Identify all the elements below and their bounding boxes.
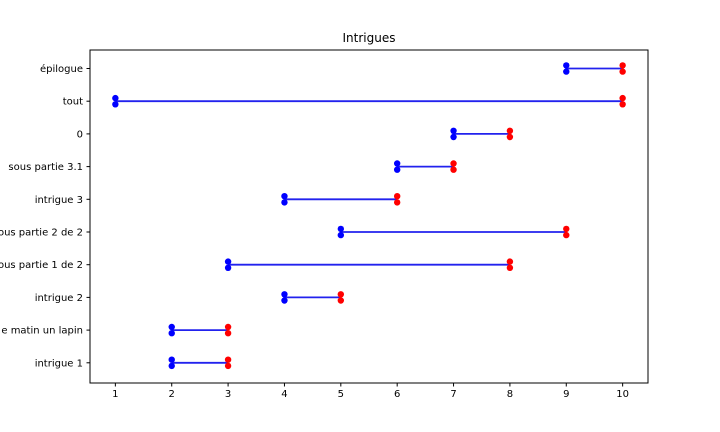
x-tick-label: 6 (394, 389, 400, 400)
end-marker-dot (393, 193, 401, 200)
x-tick-label: 8 (507, 389, 513, 400)
end-marker-dot (563, 225, 570, 233)
end-marker-dot (224, 323, 232, 331)
end-marker-dot (506, 133, 514, 141)
end-marker-dot (393, 199, 401, 206)
x-tick-label: 2 (169, 389, 175, 400)
start-marker-dot (168, 356, 175, 363)
end-marker-dot (337, 291, 345, 298)
start-marker-dot (112, 94, 119, 102)
axes-frame (89, 49, 649, 384)
end-marker-dot (224, 362, 232, 370)
end-marker-dot (563, 231, 570, 239)
end-marker-dot (450, 160, 457, 167)
end-marker-dot (619, 62, 626, 69)
start-marker-dot (224, 258, 232, 265)
x-tick-label: 3 (225, 389, 231, 400)
end-marker-dot (224, 356, 232, 363)
y-tick-label: tout (63, 97, 83, 108)
start-marker-dot (168, 323, 175, 331)
end-marker-dot (506, 264, 514, 271)
end-marker-dot (506, 258, 514, 265)
start-marker-dot (281, 193, 288, 200)
start-marker-dot (281, 291, 288, 298)
start-marker-dot (450, 133, 457, 141)
y-tick-label: intrigue 2 (35, 293, 83, 304)
x-tick-label: 10 (616, 389, 629, 400)
start-marker-dot (563, 62, 570, 69)
y-tick-label: e matin un lapin (1, 326, 83, 337)
x-tick-label: 9 (563, 389, 569, 400)
start-marker-dot (563, 68, 570, 75)
start-marker-dot (337, 225, 345, 233)
start-marker-dot (337, 231, 345, 239)
y-tick-label: intrigue 1 (35, 358, 83, 369)
start-marker-dot (281, 297, 288, 304)
start-marker-dot (450, 127, 457, 134)
start-marker-dot (393, 166, 401, 173)
start-marker-dot (168, 362, 175, 370)
y-tick-label: sous partie 3.1 (8, 162, 83, 173)
x-tick-label: 5 (338, 389, 344, 400)
end-marker-dot (337, 297, 345, 304)
end-marker-dot (450, 166, 457, 173)
end-marker-dot (619, 68, 626, 75)
y-tick-label: intrigue 3 (35, 195, 83, 206)
y-tick-label: 0 (77, 129, 83, 140)
chart-title: Intrigues (342, 31, 396, 45)
y-tick-label: ous partie 1 de 2 (0, 260, 83, 271)
start-marker-dot (393, 160, 401, 167)
start-marker-dot (224, 264, 232, 271)
x-tick-label: 4 (281, 389, 287, 400)
start-marker-dot (168, 330, 175, 337)
start-marker-dot (112, 101, 119, 108)
end-marker-dot (619, 101, 626, 108)
x-tick-label: 7 (450, 389, 456, 400)
y-tick-label: ous partie 2 de 2 (0, 228, 83, 239)
start-marker-dot (281, 199, 288, 206)
end-marker-dot (224, 330, 232, 337)
end-marker-dot (506, 127, 514, 134)
x-tick-label: 1 (112, 389, 118, 400)
end-marker-dot (619, 94, 626, 102)
y-tick-label: épilogue (40, 63, 83, 75)
